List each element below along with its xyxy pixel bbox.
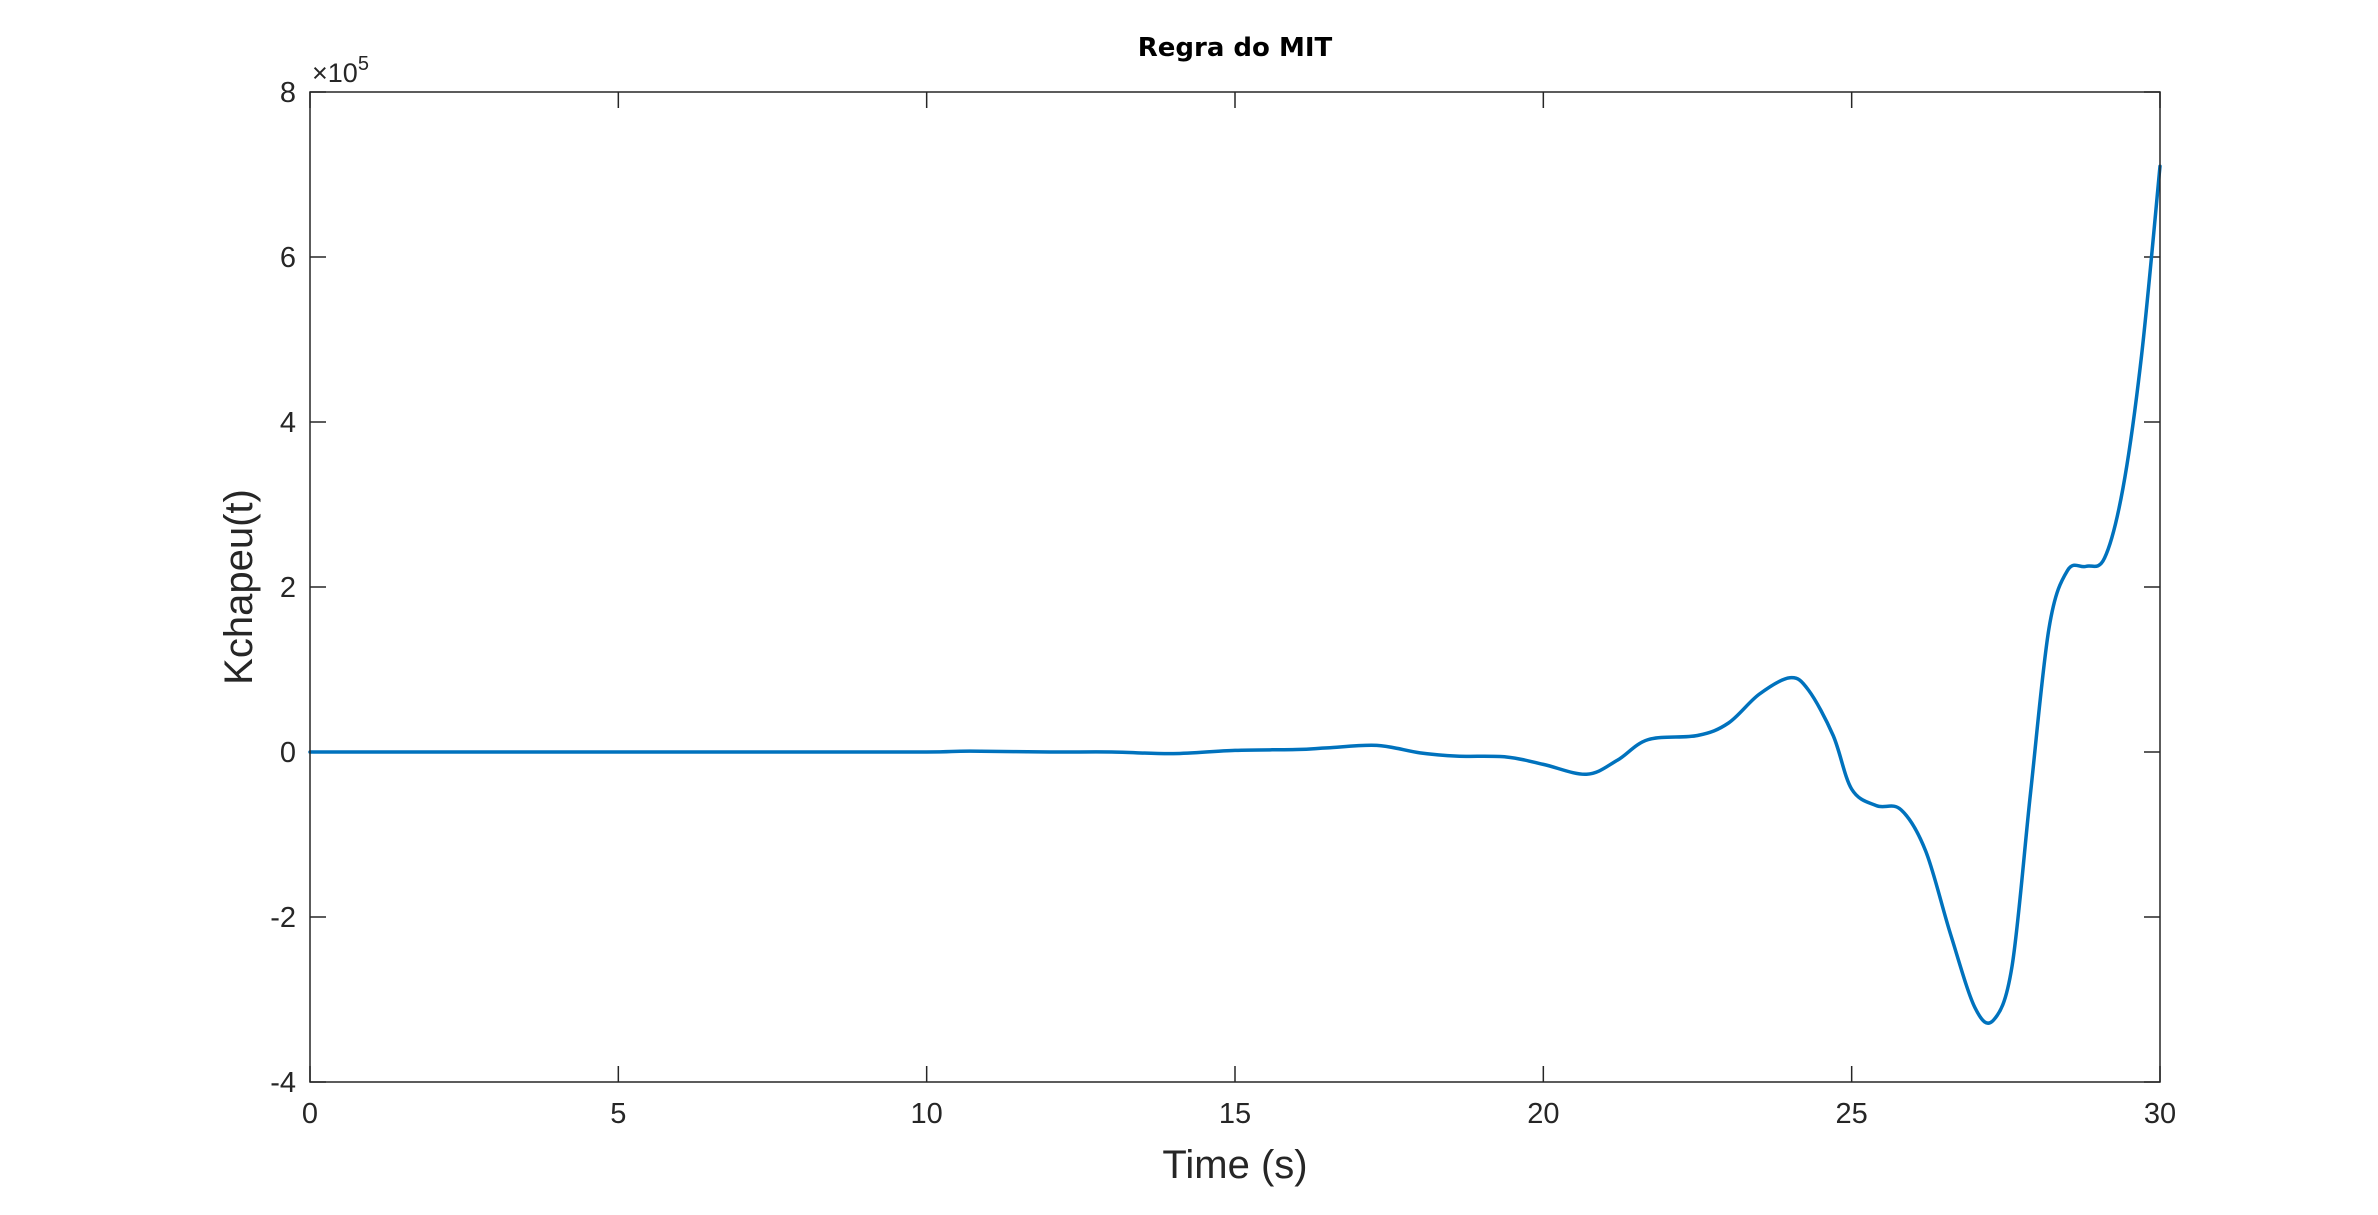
chart-title: Regra do MIT [1138,33,1333,63]
x-tick-label: 25 [1836,1098,1868,1130]
plot-frame [309,91,2161,1083]
x-tick-label: 0 [302,1098,318,1130]
y-axis-label: Kchapeu(t) [217,489,261,685]
y-tick-label: -4 [270,1067,296,1099]
x-tick-label: 20 [1527,1098,1559,1130]
y-exponent-base: ×10 [312,58,358,88]
y-exponent-label: ×105 [312,53,369,88]
y-tick-label: 2 [280,572,296,604]
y-tick-label: 6 [280,242,296,274]
tick-labels: 0 5 10 15 20 25 30 -4 -2 0 2 4 6 8 [270,77,2176,1130]
y-tick-label: -2 [270,902,296,934]
plot-background [310,92,2160,1082]
x-tick-label: 5 [610,1098,626,1130]
y-exponent-power: 5 [358,53,369,75]
x-axis-label: Time (s) [1162,1143,1307,1187]
x-tick-label: 15 [1219,1098,1251,1130]
y-tick-label: 8 [280,77,296,109]
x-tick-label: 10 [911,1098,943,1130]
y-tick-label: 4 [280,407,296,439]
y-tick-label: 0 [280,737,296,769]
x-tick-label: 30 [2144,1098,2176,1130]
series-line [308,164,2162,1025]
